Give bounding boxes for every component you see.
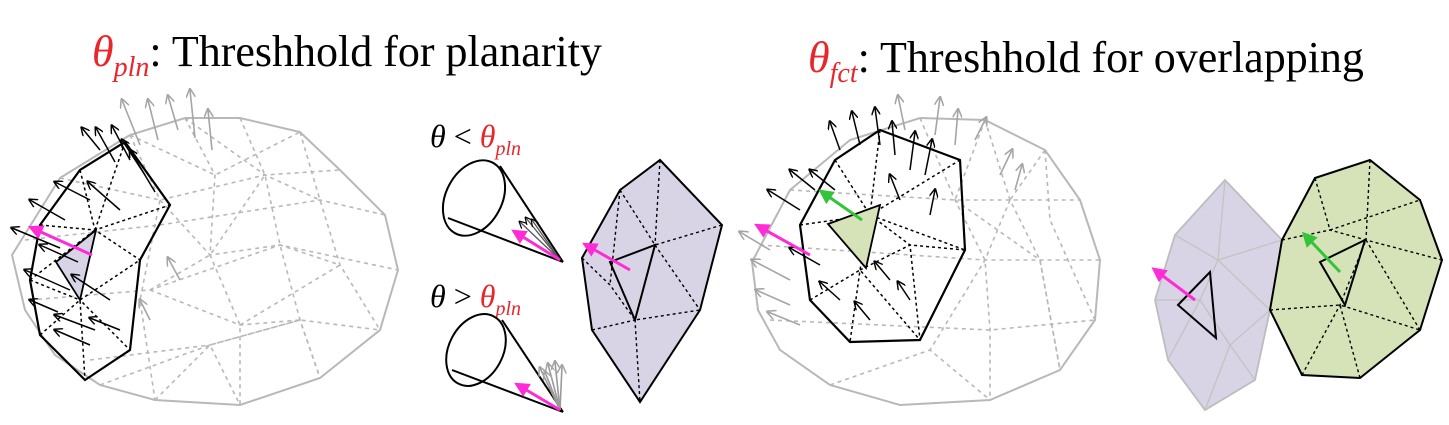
left-selected-face xyxy=(54,227,98,303)
overlap-detail xyxy=(1151,158,1444,412)
right-black-normals xyxy=(768,108,935,321)
condition-lt-op: < xyxy=(454,118,472,154)
condition-gt: θ > θpln xyxy=(430,278,521,320)
condition-gt-group: θ > θpln xyxy=(430,278,563,413)
left-mesh xyxy=(12,90,400,407)
overlapping-title: θfct: Threshhold for overlapping xyxy=(808,33,1364,89)
planarity-title-text: : Threshhold for planarity xyxy=(149,27,602,76)
theta-fct-symbol: θ xyxy=(808,33,830,82)
condition-gt-lhs: θ xyxy=(430,278,446,314)
condition-lt: θ < θpln xyxy=(430,118,521,160)
condition-lt-rhs: θ xyxy=(480,118,496,154)
right-mesh xyxy=(740,96,1102,407)
normal-cone-icon-wide xyxy=(445,313,563,413)
condition-lt-sub: pln xyxy=(493,138,521,160)
right-overlap-patch xyxy=(798,128,967,344)
right-gray-normals xyxy=(740,96,1022,326)
theta-fct-subscript: fct xyxy=(830,58,859,89)
planar-patch-detail xyxy=(580,158,724,404)
planarity-title: θpln: Threshhold for planarity xyxy=(92,27,602,83)
patch-selected-normal xyxy=(582,242,631,272)
right-selected-normal xyxy=(754,223,811,257)
lavender-patch-normal xyxy=(1151,267,1196,302)
normal-cone-icon xyxy=(441,159,564,263)
left-black-normals xyxy=(12,126,156,346)
left-planar-patch xyxy=(28,140,172,382)
condition-gt-op: > xyxy=(454,278,472,314)
left-selected-normal xyxy=(27,225,93,257)
right-mesh-outline xyxy=(750,116,1102,407)
theta-pln-symbol: θ xyxy=(92,27,114,76)
left-gray-normals xyxy=(122,90,212,321)
left-patch-lattice xyxy=(29,141,171,381)
condition-lt-lhs: θ xyxy=(430,118,446,154)
green-patch-normal xyxy=(1301,231,1342,274)
overlapping-title-text: : Threshhold for overlapping xyxy=(858,33,1364,82)
theta-pln-subscript: pln xyxy=(112,52,150,83)
condition-lt-group: θ < θpln xyxy=(430,118,564,263)
condition-gt-sub: pln xyxy=(493,298,521,320)
planar-patch-fill xyxy=(580,158,724,404)
right-green-normal xyxy=(818,189,863,222)
right-mesh-lattice xyxy=(759,117,1100,401)
condition-gt-rhs: θ xyxy=(480,278,496,314)
